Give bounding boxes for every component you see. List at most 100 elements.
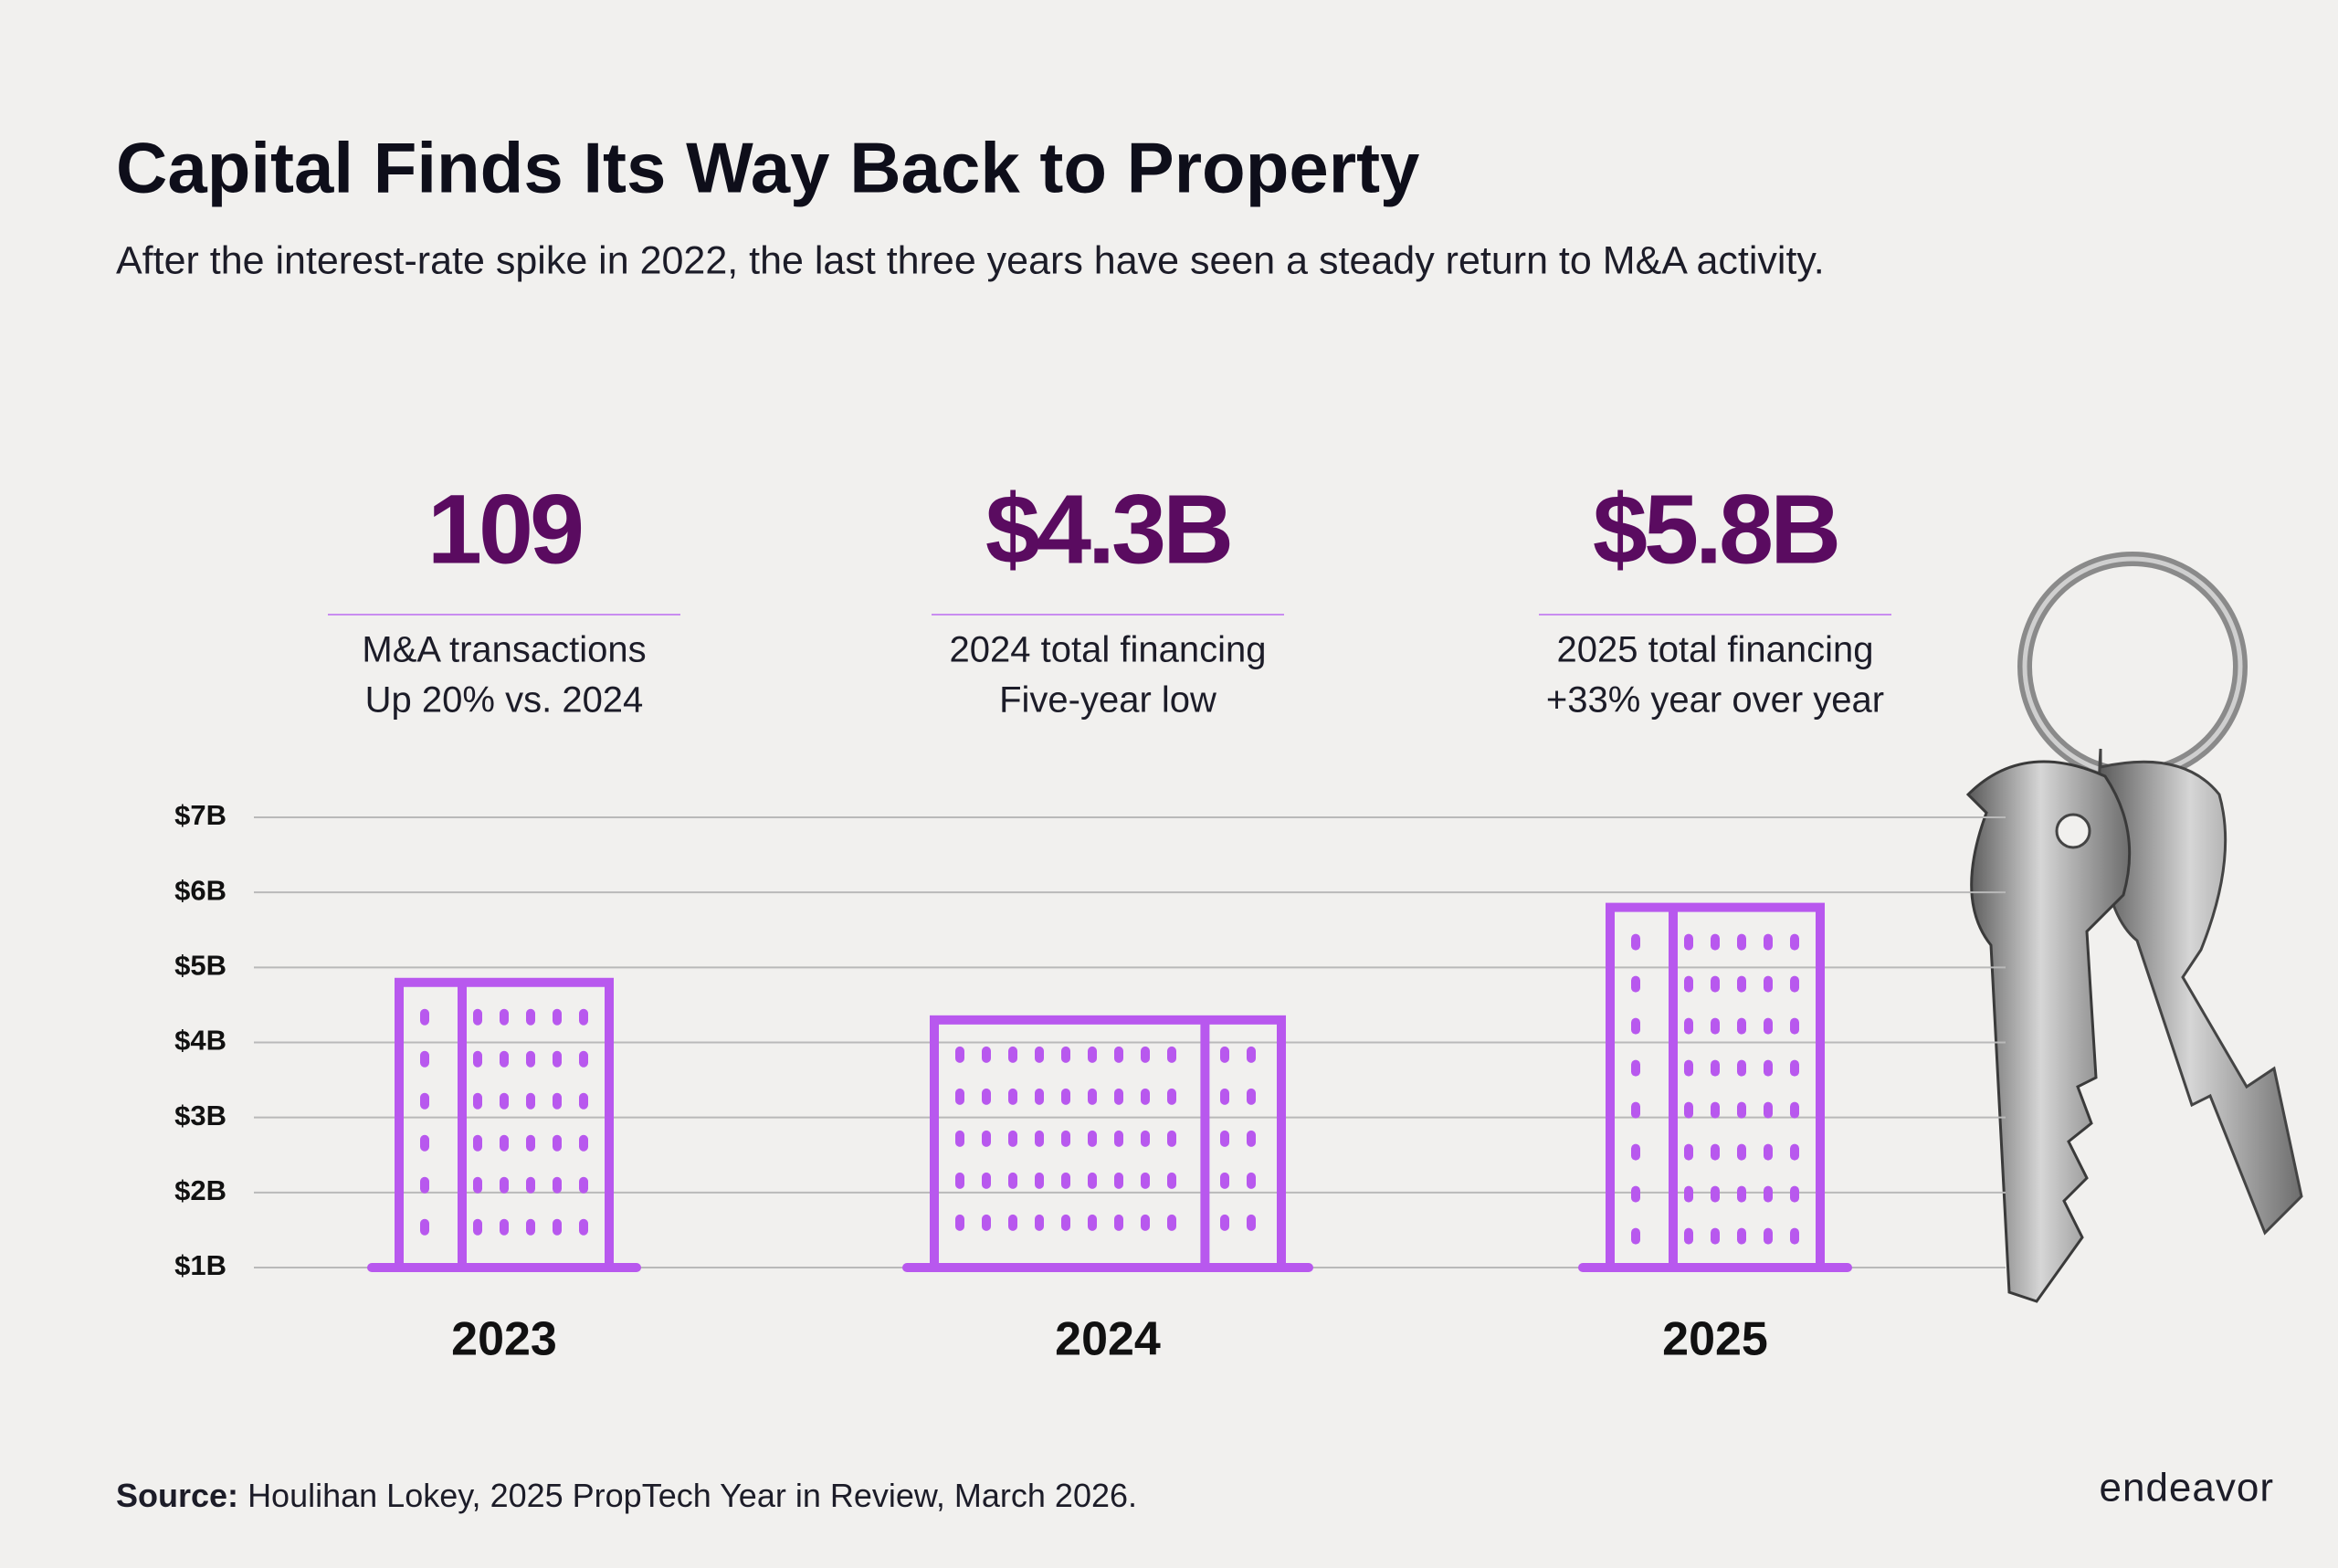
window [579,1008,588,1026]
window [1764,1227,1773,1245]
window [500,1050,509,1068]
window [982,1130,991,1147]
window [500,1008,509,1026]
window [1790,1185,1799,1203]
window [1220,1046,1229,1063]
y-tick-label: $4B [174,1025,226,1057]
window [1631,1227,1640,1245]
stat-figure: $5.8B [1593,474,1838,584]
window [1114,1130,1123,1147]
window [420,1176,429,1194]
source: Source: Houlihan Lokey, 2025 PropTech Ye… [116,1477,1137,1514]
window [1141,1172,1150,1189]
window [955,1172,964,1189]
window [1764,975,1773,993]
window [1711,1143,1720,1161]
window [553,1176,562,1194]
window [1737,1101,1746,1119]
window [1631,1017,1640,1035]
window [1631,1101,1640,1119]
window [982,1046,991,1063]
window [1737,1017,1746,1035]
window [579,1050,588,1068]
window [1737,1143,1746,1161]
title: Capital Finds Its Way Back to Property [116,128,1419,208]
window [1167,1046,1176,1063]
window [1008,1088,1017,1105]
window [1008,1172,1017,1189]
window [1790,1017,1799,1035]
window [526,1092,535,1110]
subtitle: After the interest-rate spike in 2022, t… [116,238,1825,282]
window [1711,933,1720,951]
window [1684,1101,1693,1119]
window [1220,1130,1229,1147]
window [526,1218,535,1236]
window [526,1008,535,1026]
window [1790,933,1799,951]
window [1711,1017,1720,1035]
window [500,1176,509,1194]
window [1790,1143,1799,1161]
window [579,1134,588,1152]
window [473,1092,482,1110]
building [930,1015,1286,1272]
window [526,1176,535,1194]
x-tick-label: 2025 [1662,1313,1768,1366]
window [1247,1046,1256,1063]
window [553,1134,562,1152]
window [1711,1227,1720,1245]
window [1114,1046,1123,1063]
stats: 109 M&A transactions Up 20% vs. 2024 $4.3B 2… [328,474,1891,721]
window [1167,1088,1176,1105]
window [1737,1059,1746,1077]
window [1790,975,1799,993]
window [1035,1130,1044,1147]
window [526,1134,535,1152]
window [982,1214,991,1231]
window [579,1218,588,1236]
window [1737,933,1746,951]
y-tick-label: $2B [174,1174,226,1206]
window [1711,1101,1720,1119]
window [955,1214,964,1231]
window [1061,1172,1070,1189]
window [1631,1059,1640,1077]
window [1790,1227,1799,1245]
window [1088,1130,1097,1147]
window [420,1092,429,1110]
window [1790,1101,1799,1119]
window [1711,1059,1720,1077]
window [1008,1130,1017,1147]
window [500,1134,509,1152]
window [553,1218,562,1236]
window [1247,1172,1256,1189]
y-tick-label: $7B [174,799,226,831]
window [1035,1172,1044,1189]
window [1008,1214,1017,1231]
window [1141,1046,1150,1063]
window [1737,1227,1746,1245]
building [1606,902,1825,1272]
window [1114,1088,1123,1105]
stat-caption: Up 20% vs. 2024 [365,680,644,721]
y-tick-label: $6B [174,874,226,906]
window [579,1092,588,1110]
window [1684,933,1693,951]
window [1220,1214,1229,1231]
window [1035,1214,1044,1231]
window [553,1050,562,1068]
stat-caption: 2025 total financing [1557,630,1874,670]
stat-caption: M&A transactions [362,630,646,670]
window [420,1218,429,1236]
stat-caption: 2024 total financing [950,630,1267,670]
window [1684,1017,1693,1035]
chart: $1B $2B $3B $4B $5B $6B $7B 2023 2024 2025 [174,799,2006,1366]
logo: endeavor [2100,1466,2274,1510]
window [1167,1214,1176,1231]
keys-illustration [1965,552,2303,1303]
window [1220,1172,1229,1189]
stat-caption: Five-year low [999,680,1216,721]
window [1167,1172,1176,1189]
